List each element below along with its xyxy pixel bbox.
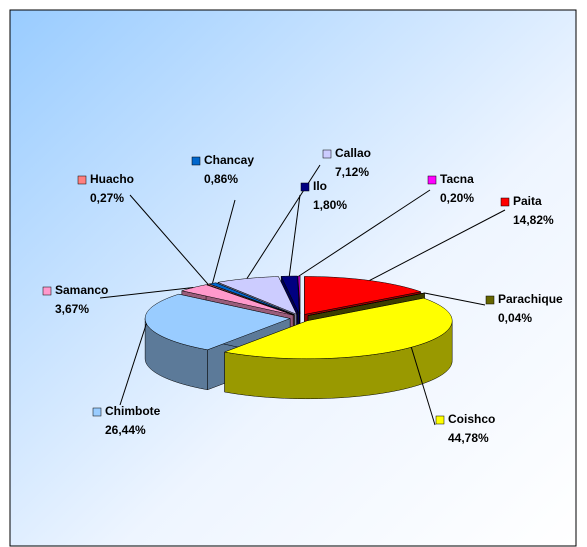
leader-line [211,199,236,284]
slice-value-label: 14,82% [513,213,554,227]
leader-line [129,194,209,285]
leader-line [424,292,486,306]
legend-swatch [427,175,437,185]
slice-value-label: 44,78% [448,431,489,445]
slice [217,276,298,315]
legend-swatch [42,286,52,296]
slice-name: Samanco [55,283,108,297]
leader-line [288,194,301,277]
slice-name: Parachique [498,292,563,306]
slice [223,297,453,360]
legend-swatch [300,182,310,192]
slice-value-label: 1,80% [313,198,347,212]
legend-swatch [322,149,332,159]
slice-name: Tacna [440,172,474,186]
slice-name: Ilo [313,179,327,193]
slice-value-label: 0,04% [498,311,532,325]
legend-swatch [500,197,510,207]
legend-swatch [92,407,102,417]
leader-line [119,323,147,406]
slice-name: Chancay [204,153,254,167]
legend-swatch [191,156,201,166]
slice-value-label: 0,27% [90,191,124,205]
leader-line [410,347,436,426]
slice-name: Chimbote [105,404,161,418]
slice-value-label: 0,20% [440,191,474,205]
legend-swatch [485,295,495,305]
slice-value-label: 26,44% [105,423,146,437]
slice-name: Paita [513,194,542,208]
slice-value-label: 0,86% [204,172,238,186]
legend-swatch [77,175,87,185]
slice-name: Coishco [448,412,495,426]
slice-value-label: 7,12% [335,165,369,179]
leader-line [298,189,431,277]
slice [304,276,422,315]
leader-line [369,209,506,281]
legend-swatch [435,415,445,425]
slice [307,292,426,316]
leader-line [99,287,194,299]
slice [297,275,301,315]
slice-name: Huacho [90,172,134,186]
slice-name: Callao [335,146,371,160]
slice-value-label: 3,67% [55,302,89,316]
slice [144,293,291,351]
